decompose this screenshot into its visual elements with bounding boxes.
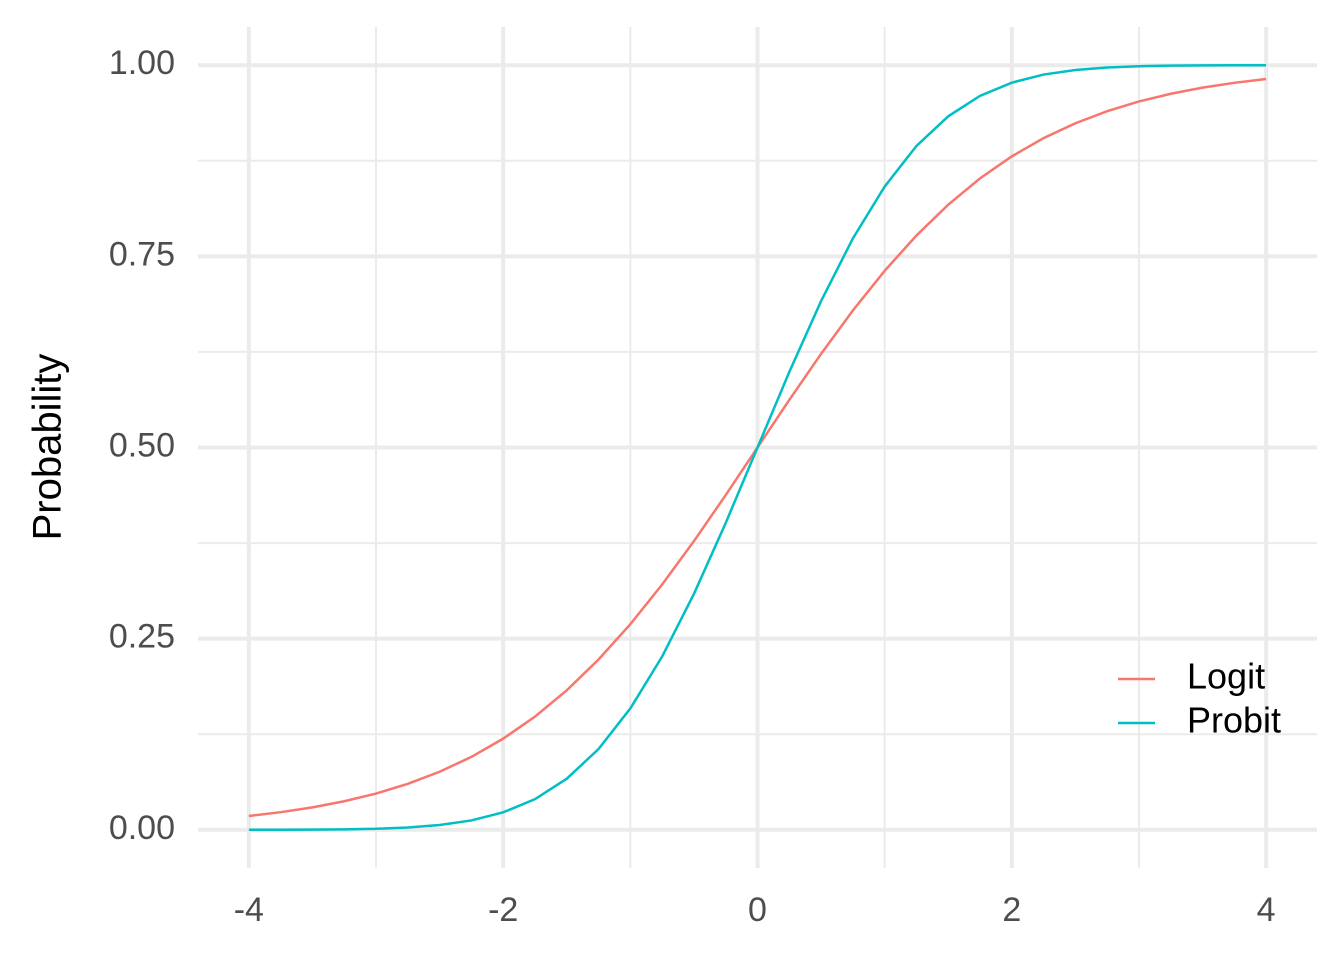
y-axis-title: Probability: [26, 354, 70, 541]
x-tick-label: 2: [1002, 891, 1021, 929]
x-tick-label: 0: [748, 891, 767, 929]
x-tick-label: -4: [234, 891, 264, 929]
y-tick-label: 0.75: [109, 235, 175, 273]
x-tick-label: 4: [1257, 891, 1276, 929]
y-tick-label: 0.00: [109, 809, 175, 847]
legend-label: Probit: [1187, 700, 1281, 741]
y-tick-label: 1.00: [109, 44, 175, 82]
y-tick-label: 0.50: [109, 426, 175, 464]
y-tick-label: 0.25: [109, 618, 175, 656]
line: [248, 63, 1267, 832]
x-tick-label: -2: [488, 891, 518, 929]
legend-label: Logit: [1187, 656, 1265, 697]
